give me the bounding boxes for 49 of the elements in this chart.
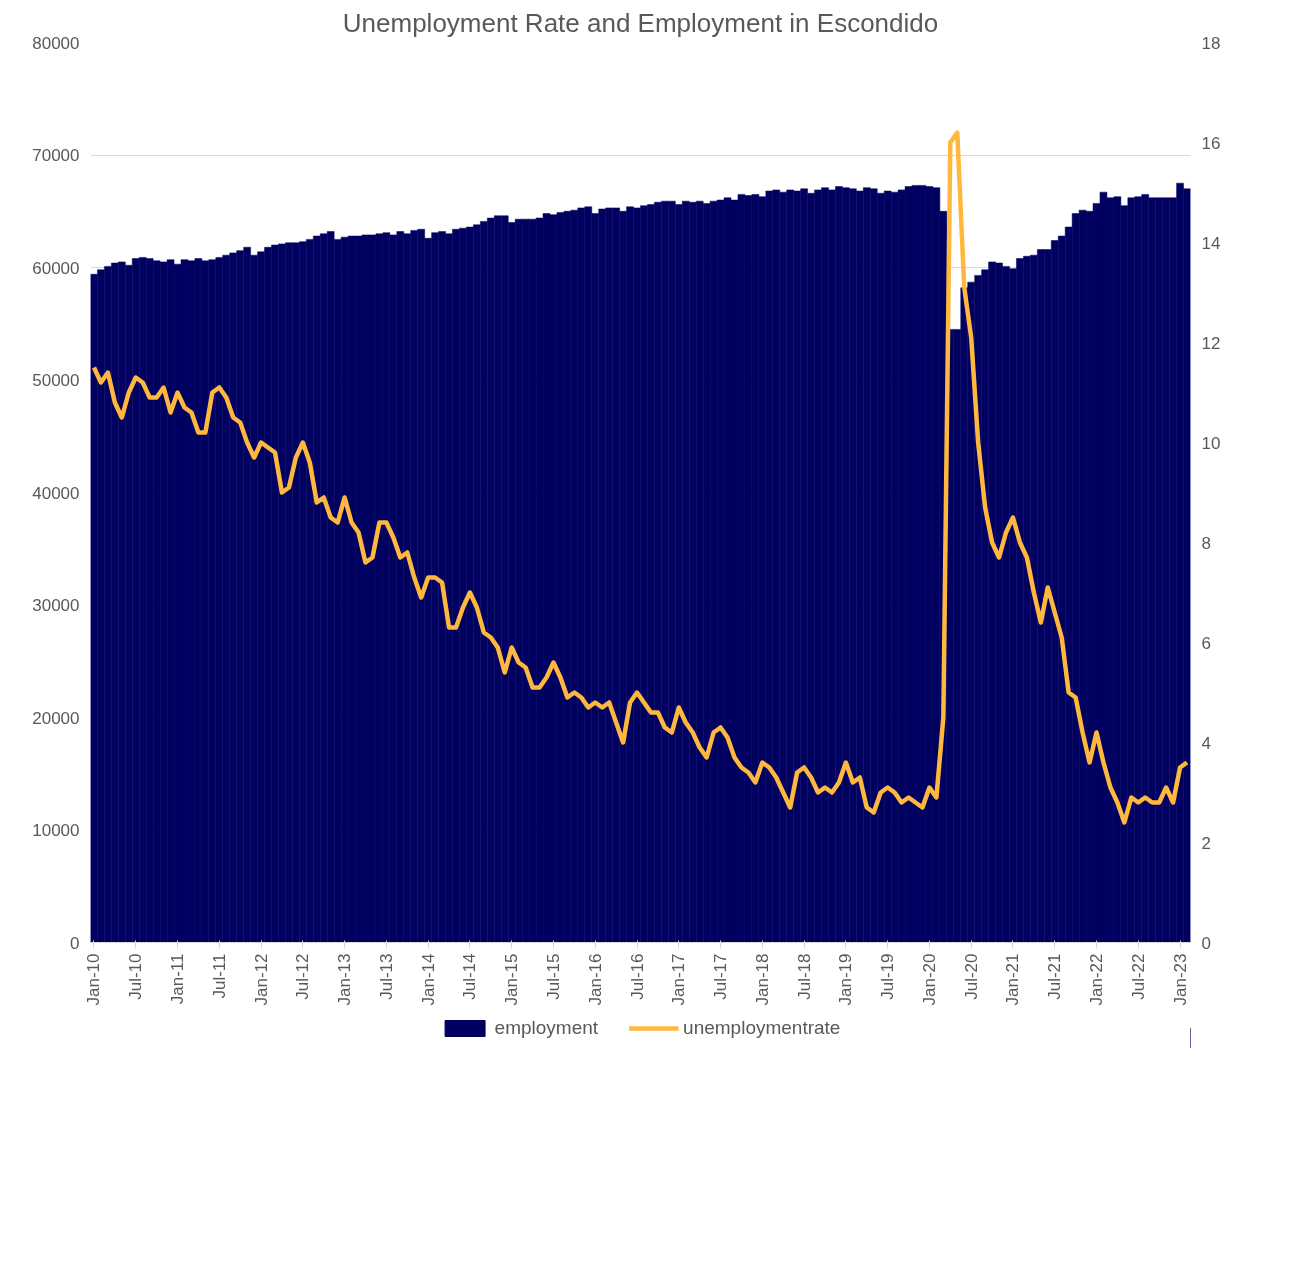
y2-tick-label: 4 xyxy=(1201,733,1211,753)
x-tick-label: Jan-21 xyxy=(1003,953,1023,1006)
x-tick-label: Jul-14 xyxy=(460,953,480,1000)
y-tick-label: 70000 xyxy=(32,146,80,165)
legend-label: employment xyxy=(494,1017,599,1039)
y-tick-label: 30000 xyxy=(32,596,80,615)
x-tick-label: Jan-23 xyxy=(1170,953,1190,1006)
y2-tick-label: 12 xyxy=(1201,333,1221,353)
x-tick-label: Jan-10 xyxy=(84,953,104,1006)
x-tick-label: Jul-18 xyxy=(794,953,814,1000)
x-tick-label: Jul-19 xyxy=(878,953,898,1000)
y-tick-label: 40000 xyxy=(32,483,80,503)
x-tick-label: Jul-13 xyxy=(376,953,396,1000)
y2-tick-label: 18 xyxy=(1201,33,1221,53)
y-tick-label: 20000 xyxy=(32,708,80,728)
x-tick-label: Jan-12 xyxy=(251,953,271,1006)
y2-tick-label: 8 xyxy=(1201,533,1211,553)
y-tick-label: 10000 xyxy=(32,821,80,840)
x-tick-label: Jul-10 xyxy=(126,953,146,1000)
y-tick-label: 60000 xyxy=(32,258,80,278)
x-tick-label: Jan-15 xyxy=(502,953,522,1006)
y2-tick-label: 0 xyxy=(1201,933,1211,953)
x-tick-label: Jul-21 xyxy=(1045,953,1065,1000)
x-tick-label: Jul-22 xyxy=(1128,953,1148,1000)
y2-tick-label: 10 xyxy=(1201,433,1221,453)
x-tick-label: Jan-16 xyxy=(585,953,605,1006)
x-tick-label: Jan-19 xyxy=(836,953,856,1006)
x-tick-label: Jan-20 xyxy=(919,953,939,1006)
chart-title: Unemployment Rate and Employment in Escondido xyxy=(342,7,939,38)
x-tick-label: Jul-17 xyxy=(711,953,731,1000)
y-tick-label: 0 xyxy=(70,933,80,953)
y-tick-label: 50000 xyxy=(32,371,80,390)
y-tick-label: 80000 xyxy=(32,33,80,53)
x-tick-label: Jan-17 xyxy=(669,953,689,1006)
legend-label: unemploymentrate xyxy=(683,1017,841,1039)
y2-tick-label: 16 xyxy=(1201,133,1221,153)
x-tick-label: Jan-11 xyxy=(168,953,188,1005)
y2-tick-label: 6 xyxy=(1201,633,1211,653)
x-tick-label: Jan-14 xyxy=(418,953,438,1006)
y2-tick-label: 14 xyxy=(1201,233,1221,253)
x-tick-label: Jul-15 xyxy=(543,953,563,1000)
x-tick-label: Jan-13 xyxy=(335,953,355,1006)
x-tick-label: Jul-16 xyxy=(627,953,647,1000)
x-tick-label: Jul-12 xyxy=(293,953,313,1000)
x-tick-label: Jul-20 xyxy=(961,953,981,1000)
x-tick-label: Jan-18 xyxy=(752,953,772,1006)
y2-tick-label: 2 xyxy=(1201,833,1211,853)
x-tick-label: Jan-22 xyxy=(1087,953,1107,1006)
x-tick-label: Jul-11 xyxy=(209,953,229,999)
